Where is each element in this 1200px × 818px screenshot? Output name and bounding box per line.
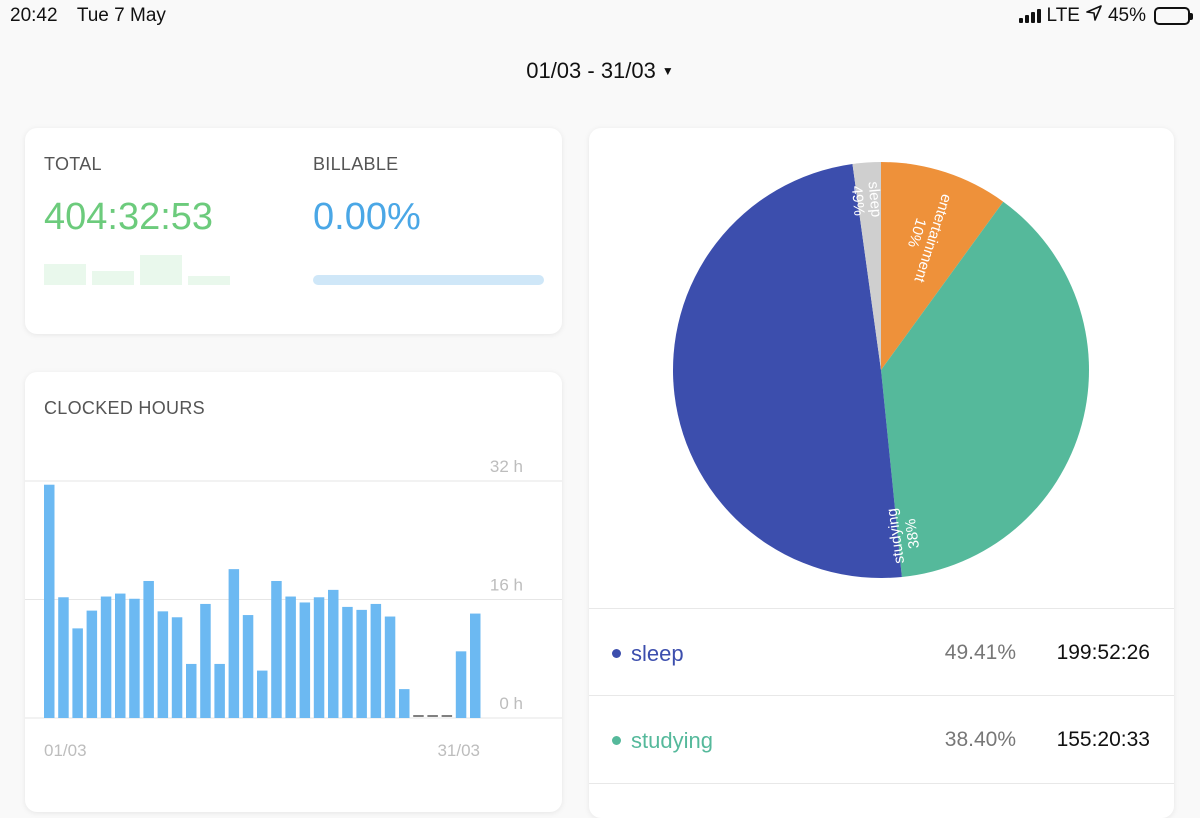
hours-bar xyxy=(214,663,225,718)
legend-name: studying xyxy=(631,728,713,753)
network-label: LTE xyxy=(1046,5,1080,26)
hours-bar xyxy=(257,670,268,718)
hours-bar xyxy=(271,580,282,718)
legend-divider xyxy=(589,695,1174,696)
hours-bar xyxy=(44,484,55,718)
sparkline-bar xyxy=(188,276,230,285)
legend-dot xyxy=(612,649,621,658)
date-range-selector[interactable]: 01/03 - 31/03 ▼ xyxy=(0,58,1200,84)
legend-time: 155:20:33 xyxy=(1056,728,1150,751)
battery-percent: 45% xyxy=(1107,5,1146,26)
category-pie-card: entertainment 10% studying 38% sleep 49% slee… xyxy=(589,128,1174,818)
hours-bar xyxy=(370,603,382,718)
status-time: 20:42 xyxy=(10,5,58,26)
hours-bar xyxy=(129,598,140,718)
hours-bar xyxy=(299,602,311,718)
status-date: Tue 7 May xyxy=(76,5,166,26)
pie-label-percent: 49% xyxy=(848,185,868,216)
hours-bar xyxy=(285,596,296,718)
sparkline-bar xyxy=(140,255,182,285)
hours-bar xyxy=(328,589,339,718)
clocked-hours-title: CLOCKED HOURS xyxy=(44,398,205,418)
hours-bar xyxy=(200,603,211,718)
clocked-hours-chart: 0 h 16 h 32 h 01/03 31/03 xyxy=(25,457,562,760)
hours-bar xyxy=(58,597,69,718)
pie-slice-entertainment xyxy=(881,162,1004,370)
pie-slice-other xyxy=(852,162,881,370)
legend-percent: 49.41% xyxy=(944,641,1016,664)
hours-bar xyxy=(157,611,169,718)
summary-card: TOTAL 404:32:53 BILLABLE 0.00% xyxy=(25,128,562,334)
hours-bar xyxy=(186,663,197,718)
hours-bar xyxy=(384,616,396,718)
total-value: 404:32:53 xyxy=(44,196,214,238)
hours-bar xyxy=(455,651,467,718)
hours-bar xyxy=(399,689,410,718)
x-end-label: 31/03 xyxy=(437,741,480,760)
sparkline-bar xyxy=(92,271,134,285)
hours-bar xyxy=(356,609,367,718)
billable-value: 0.00% xyxy=(313,196,421,238)
hours-bar xyxy=(242,615,254,718)
caret-down-icon: ▼ xyxy=(661,64,674,78)
signal-icon xyxy=(1018,9,1041,23)
hours-bar xyxy=(228,569,240,718)
pie-slice-studying xyxy=(881,201,1089,577)
legend-row-studying[interactable]: studying 38.40% 155:20:33 xyxy=(589,696,1174,782)
legend-time: 199:52:26 xyxy=(1056,641,1150,664)
hours-bar xyxy=(171,617,183,718)
y-tick-label: 32 h xyxy=(490,457,523,476)
status-left: 20:42 Tue 7 May xyxy=(10,5,166,27)
legend-divider xyxy=(589,608,1174,609)
hours-bar xyxy=(143,580,154,718)
legend-row-sleep[interactable]: sleep 49.41% 199:52:26 xyxy=(589,609,1174,695)
battery-icon xyxy=(1154,7,1193,25)
legend-percent: 38.40% xyxy=(944,728,1016,751)
y-tick-label: 0 h xyxy=(499,694,523,713)
clocked-hours-card: CLOCKED HOURS 0 h 16 h 32 h 01/03 31/03 xyxy=(25,372,562,812)
date-range-label: 01/03 - 31/03 xyxy=(526,58,656,83)
x-start-label: 01/03 xyxy=(44,741,87,760)
hours-bar xyxy=(86,610,98,718)
hours-bar xyxy=(100,596,112,718)
pie-label-percent: 38% xyxy=(902,518,923,550)
total-label: TOTAL xyxy=(44,154,102,174)
pie-label-name: sleep xyxy=(865,181,885,218)
billable-label: BILLABLE xyxy=(313,154,399,174)
y-tick-label: 16 h xyxy=(490,576,523,595)
hours-bar xyxy=(72,628,83,718)
billable-progress xyxy=(313,275,544,285)
status-right: LTE 45% xyxy=(1018,5,1193,27)
hours-bar xyxy=(313,597,325,718)
hours-bar xyxy=(342,606,353,718)
location-icon xyxy=(1086,5,1102,27)
pie-slice-sleep xyxy=(673,163,902,578)
legend-dot xyxy=(612,736,621,745)
hours-bar xyxy=(470,613,481,718)
sparkline-bar xyxy=(44,264,86,285)
legend-name: sleep xyxy=(631,641,684,666)
hours-bar xyxy=(115,593,126,718)
legend-divider xyxy=(589,783,1174,784)
status-bar: 20:42 Tue 7 May LTE 45% xyxy=(0,0,1200,32)
